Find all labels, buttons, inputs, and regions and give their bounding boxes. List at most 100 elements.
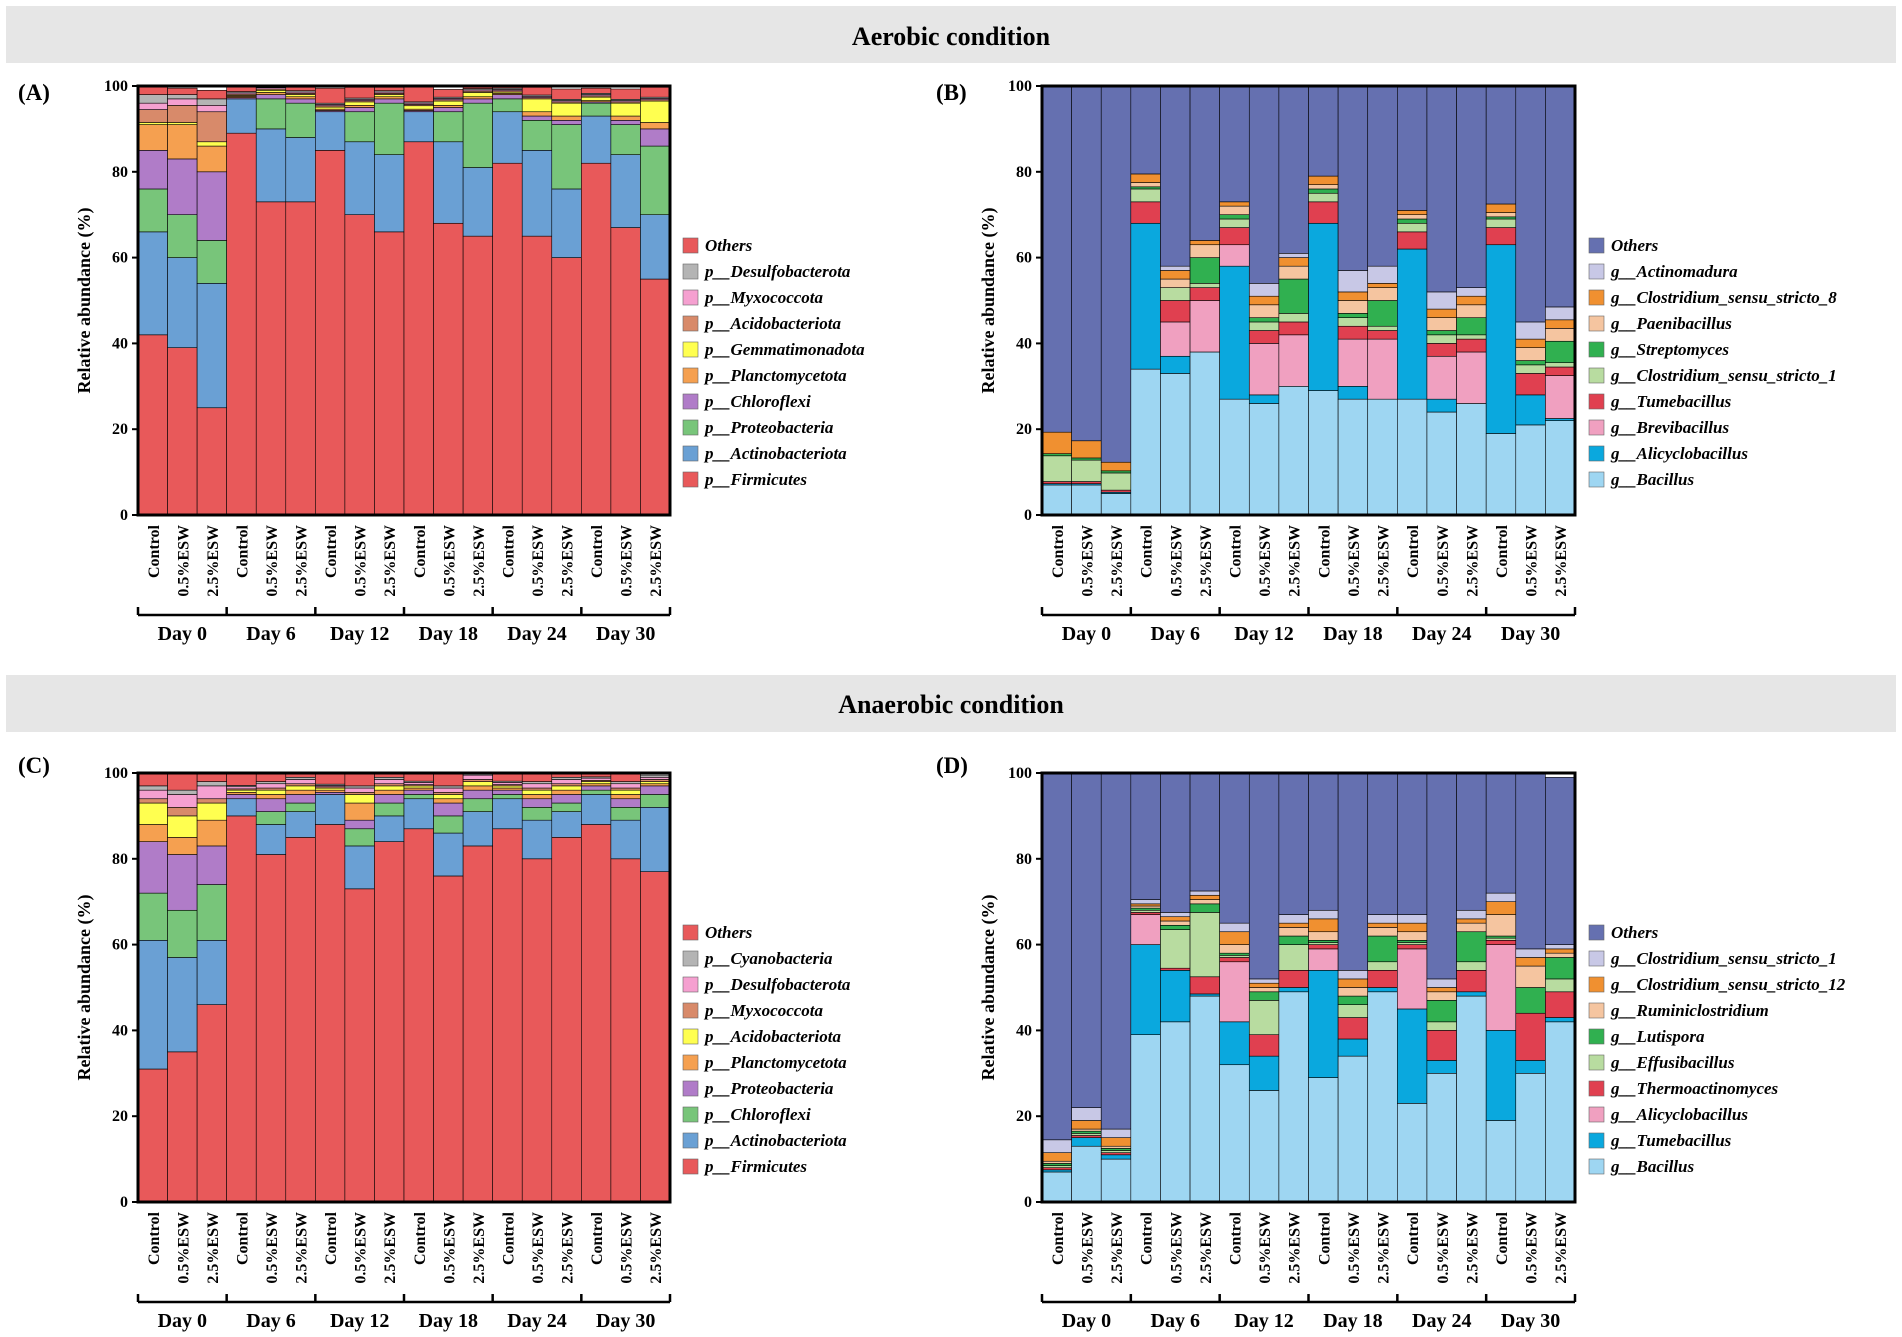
bar-14-g-paenibacillus (1426, 317, 1457, 331)
bar-5-g-ruminiclostridium (1160, 920, 1191, 926)
bar-18-p-planctomycetota (640, 783, 671, 787)
bar-3-g-tumebacillus (1100, 1154, 1132, 1160)
bar-16-g-tumebacillus (1485, 1030, 1517, 1121)
legend-swatch-p-acidobacteriota (682, 315, 699, 332)
bar-7-p-firmicutes (315, 824, 346, 1203)
bar-8-g-thermoactinomyces (1248, 1034, 1280, 1057)
bar-9-p-desulfobacterota (374, 779, 405, 785)
bar-7-g-tumebacillus (1219, 1021, 1250, 1066)
day-label-day-30: Day 30 (1501, 1310, 1560, 1332)
bar-18-others (1545, 776, 1576, 945)
bar-7-g-clostridium-sensu-stricto-12 (1219, 931, 1250, 945)
bar-6-g-tumebacillus (1189, 993, 1220, 997)
bar-12-g-thermoactinomyces (1367, 970, 1398, 988)
bar-17-p-actinobacteriota (610, 819, 641, 860)
bar-3-g-clostridium-sensu-stricto-12 (1100, 1137, 1132, 1147)
y-tick-label-80: 80 (1016, 851, 1032, 868)
legend-label-p-firmicutes: p__Firmicutes (703, 1157, 807, 1176)
bar-17-p-firmicutes (610, 227, 641, 516)
bar-15-p-planctomycetota (551, 789, 582, 795)
bar-15-p-chloroflexi (551, 802, 582, 812)
bar-9-g-paenibacillus (1278, 265, 1309, 280)
x-label-0-5esw: 0.5%ESW (175, 525, 192, 597)
bar-9-g-effusibacillus (1278, 944, 1309, 971)
bar-17-g-bacillus (1515, 424, 1546, 516)
bar-9-g-actinomadura (1278, 253, 1309, 258)
bar-18-p-acidobacteriota (640, 781, 671, 785)
bar-18-g-clostridium-sensu-stricto-1 (1545, 362, 1576, 368)
bar-3-p-desulfobacterota (196, 785, 227, 800)
bar-2-p-actinobacteriota (167, 957, 198, 1053)
bar-7-g-paenibacillus (1219, 205, 1250, 215)
bar-7-g-lutispora (1219, 952, 1250, 956)
legend-label-p-gemmatimonadota: p__Gemmatimonadota (703, 340, 865, 359)
bar-1-p-chloroflexi (137, 892, 168, 941)
bar-17-p-planctomycetota (610, 794, 641, 800)
bar-5-g-brevibacillus (1160, 321, 1191, 357)
bar-3-p-myxococcota (196, 105, 227, 113)
panel-a-y-axis-label: Relative abundance (%) (74, 208, 95, 394)
bar-8-p-chloroflexi (344, 107, 375, 113)
bar-14-p-firmicutes (521, 858, 553, 1203)
bar-8-g-clostridium-sensu-stricto-1 (1248, 978, 1280, 984)
x-label-control: Control (500, 1211, 517, 1265)
legend-label-others: Others (705, 236, 753, 255)
bar-9-p-firmicutes (374, 231, 405, 516)
bar-1-p-planctomycetota (137, 124, 168, 151)
bar-2-others (167, 772, 198, 791)
aerobic-banner (6, 6, 1896, 63)
bar-5-g-thermoactinomyces (1160, 967, 1191, 971)
bar-6-g-bacillus (1189, 995, 1220, 1203)
bar-16-p-proteobacteria (581, 102, 612, 117)
bar-9-p-actinobacteriota (374, 154, 405, 233)
legend-label-g-lutispora: g__Lutispora (1610, 1027, 1705, 1046)
x-label-0-5esw: 0.5%ESW (1435, 1212, 1452, 1284)
day-label-day-0: Day 0 (1062, 1310, 1111, 1332)
bar-16-g-bacillus (1485, 1120, 1517, 1203)
legend-label-g-clostridium-sensu-stricto-1: g__Clostridium_sensu_stricto_1 (1610, 949, 1837, 968)
x-label-control: Control (234, 524, 251, 578)
bar-6-p-cyanobacteria (285, 776, 316, 780)
bar-11-g-ruminiclostridium (1337, 987, 1369, 997)
x-label-control: Control (500, 524, 517, 578)
bar-9-p-chloroflexi (374, 802, 405, 817)
bar-14-p-actinobacteriota (521, 819, 553, 860)
bar-16-p-actinobacteriota (581, 115, 612, 164)
x-label-control: Control (234, 1211, 251, 1265)
bar-9-g-brevibacillus (1278, 334, 1309, 387)
bar-11-p-firmicutes (433, 875, 464, 1203)
y-tick-label-80: 80 (112, 851, 128, 868)
bar-4-g-bacillus (1130, 1034, 1161, 1203)
bar-11-g-alicyclobacillus (1337, 385, 1369, 400)
legend-label-others: Others (705, 923, 753, 942)
bar-4-g-ruminiclostridium (1130, 905, 1161, 909)
bar-1-others (137, 772, 168, 787)
legend-label-p-acidobacteriota: p__Acidobacteriota (703, 1027, 841, 1046)
bar-9-p-planctomycetota (374, 789, 405, 795)
bar-18-g-clostridium-sensu-stricto-1 (1545, 944, 1576, 950)
bar-12-p-firmicutes (462, 235, 493, 516)
bar-3-g-tumebacillus (1100, 489, 1132, 493)
bar-4-p-desulfobacterota (226, 786, 257, 790)
bar-3-others (1100, 85, 1132, 463)
x-label-2-5esw: 2.5%ESW (1109, 1212, 1126, 1284)
bar-1-g-tumebacillus (1041, 481, 1072, 484)
bar-12-g-paenibacillus (1367, 287, 1398, 301)
bar-12-p-firmicutes (462, 845, 493, 1203)
x-label-control: Control (1050, 524, 1067, 578)
bar-3-p-firmicutes (196, 1004, 227, 1203)
bar-7-g-streptomyces (1219, 214, 1250, 220)
x-label-2-5esw: 2.5%ESW (1287, 1212, 1304, 1284)
legend-label-g-alicyclobacillus: g__Alicyclobacillus (1610, 444, 1748, 463)
y-tick-label-80: 80 (1016, 164, 1032, 181)
bar-6-p-chloroflexi (285, 802, 316, 812)
bar-14-p-chloroflexi (521, 115, 553, 121)
legend-swatch-p-desulfobacterota (682, 263, 699, 280)
bar-3-p-acidobacteriota (196, 802, 227, 821)
bar-1-others (1041, 85, 1072, 433)
bar-11-p-chloroflexi (433, 107, 464, 113)
legend-swatch-g-bacillus (1588, 1158, 1605, 1175)
bar-13-g-tumebacillus (1397, 1008, 1428, 1104)
bar-8-p-proteobacteria (344, 819, 375, 830)
bar-7-p-actinobacteriota (315, 794, 346, 825)
